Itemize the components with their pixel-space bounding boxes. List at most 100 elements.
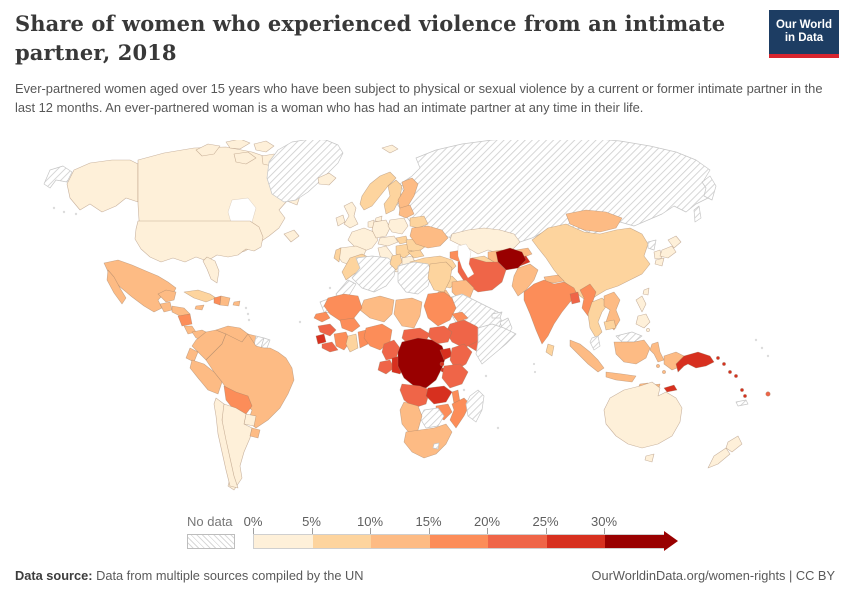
- country-bangladesh[interactable]: [569, 291, 581, 305]
- country-russia-kamchatka[interactable]: [701, 175, 717, 201]
- country-burkina-faso[interactable]: [339, 317, 361, 333]
- country-libya[interactable]: [397, 261, 433, 295]
- country-indonesia-sulawesi[interactable]: [649, 341, 665, 363]
- legend-segment-1[interactable]: [312, 535, 371, 548]
- country-somalia[interactable]: [475, 323, 517, 365]
- country-australia[interactable]: [603, 381, 683, 449]
- country-usa-florida[interactable]: [202, 256, 220, 284]
- country-angola[interactable]: [399, 383, 431, 409]
- country-liberia[interactable]: [321, 341, 339, 353]
- country-botswana[interactable]: [419, 407, 445, 429]
- owid-logo[interactable]: Our World in Data: [769, 10, 839, 58]
- country-pakistan[interactable]: [511, 263, 539, 297]
- country-indonesia-borneo[interactable]: [613, 339, 651, 365]
- country-bolivia[interactable]: [223, 385, 253, 415]
- country-russia-chukotka[interactable]: [43, 165, 73, 189]
- country-belarus[interactable]: [409, 215, 429, 229]
- country-senegal[interactable]: [313, 311, 331, 323]
- country-indonesia-sumatra[interactable]: [569, 339, 605, 373]
- country-laos-vietnam[interactable]: [603, 291, 621, 331]
- country-solomon-islands[interactable]: [716, 356, 738, 378]
- country-chile[interactable]: [213, 397, 239, 489]
- country-sierra-leone[interactable]: [315, 333, 327, 345]
- country-sweden[interactable]: [383, 179, 403, 215]
- country-egypt[interactable]: [427, 261, 453, 293]
- country-ireland[interactable]: [335, 214, 346, 227]
- country-indonesia-java[interactable]: [605, 371, 637, 383]
- country-russia-sakhalin[interactable]: [693, 205, 702, 223]
- country-australia-tasmania[interactable]: [644, 453, 655, 463]
- country-sri-lanka[interactable]: [545, 343, 555, 357]
- legend-segment-4[interactable]: [488, 535, 547, 548]
- country-niger[interactable]: [359, 295, 395, 323]
- country-cambodia[interactable]: [603, 319, 617, 331]
- country-greenland[interactable]: [266, 140, 344, 203]
- country-dr-congo[interactable]: [397, 337, 447, 389]
- country-iceland[interactable]: [317, 172, 337, 186]
- country-malaysia-peninsula[interactable]: [589, 335, 601, 351]
- country-fiji[interactable]: [765, 391, 771, 397]
- legend-segment-6[interactable]: [605, 535, 664, 548]
- country-guinea[interactable]: [317, 323, 337, 337]
- country-madagascar[interactable]: [465, 389, 485, 423]
- country-usa[interactable]: [134, 220, 264, 263]
- country-algeria[interactable]: [351, 255, 397, 293]
- country-nicaragua[interactable]: [177, 313, 193, 327]
- legend-segment-0[interactable]: [254, 535, 313, 548]
- country-guatemala[interactable]: [159, 301, 173, 313]
- country-germany[interactable]: [371, 219, 391, 239]
- country-canada-newfoundland[interactable]: [283, 229, 300, 243]
- country-poland[interactable]: [387, 217, 409, 235]
- country-uae[interactable]: [491, 311, 503, 319]
- footer-link[interactable]: OurWorldinData.org/women-rights | CC BY: [591, 568, 835, 583]
- country-ghana[interactable]: [345, 333, 359, 353]
- legend-segment-2[interactable]: [371, 535, 430, 548]
- country-gabon[interactable]: [377, 359, 395, 375]
- country-lesotho[interactable]: [432, 442, 440, 450]
- country-sudan[interactable]: [423, 291, 457, 327]
- country-peru[interactable]: [189, 359, 223, 395]
- country-new-caledonia[interactable]: [735, 399, 749, 407]
- legend-segment-5[interactable]: [546, 535, 605, 548]
- country-vanuatu[interactable]: [740, 388, 747, 398]
- country-namibia[interactable]: [399, 401, 423, 435]
- country-ukraine[interactable]: [409, 225, 449, 249]
- country-uruguay[interactable]: [249, 427, 261, 439]
- country-portugal[interactable]: [333, 247, 342, 263]
- country-jamaica[interactable]: [194, 304, 205, 311]
- country-new-zealand[interactable]: [707, 435, 743, 469]
- country-papua-new-guinea[interactable]: [675, 351, 715, 373]
- country-bulgaria[interactable]: [407, 249, 425, 259]
- country-mexico-baja[interactable]: [106, 269, 127, 305]
- country-dominican-republic[interactable]: [219, 295, 231, 307]
- country-eritrea[interactable]: [451, 311, 469, 323]
- country-svalbard[interactable]: [381, 144, 399, 154]
- country-puerto-rico[interactable]: [232, 300, 241, 307]
- country-malaysia-borneo[interactable]: [615, 331, 643, 343]
- country-tanzania[interactable]: [441, 363, 469, 389]
- country-united-kingdom[interactable]: [343, 201, 359, 229]
- country-north-korea[interactable]: [647, 239, 657, 251]
- legend-color-bar[interactable]: [253, 534, 665, 549]
- country-taiwan[interactable]: [642, 287, 650, 296]
- country-south-korea[interactable]: [653, 249, 663, 260]
- legend-no-data-swatch[interactable]: [187, 534, 235, 549]
- country-kenya[interactable]: [449, 343, 473, 371]
- country-chad[interactable]: [393, 297, 423, 329]
- country-mongolia[interactable]: [565, 209, 623, 233]
- footer-datasource: Data source: Data from multiple sources …: [15, 568, 364, 583]
- country-mozambique[interactable]: [449, 397, 471, 429]
- country-japan[interactable]: [654, 235, 682, 267]
- country-baltics[interactable]: [398, 204, 415, 219]
- country-zambia[interactable]: [425, 385, 453, 405]
- country-timor-leste[interactable]: [663, 384, 678, 393]
- country-mexico-yucatan[interactable]: [157, 289, 177, 303]
- country-czech-austria[interactable]: [377, 235, 399, 247]
- country-usa-alaska[interactable]: [66, 159, 139, 213]
- country-cuba[interactable]: [183, 289, 217, 303]
- country-philippines[interactable]: [635, 295, 651, 332]
- world-map[interactable]: [0, 140, 850, 512]
- country-india[interactable]: [523, 279, 579, 345]
- country-south-africa[interactable]: [403, 423, 453, 459]
- legend-segment-3[interactable]: [429, 535, 488, 548]
